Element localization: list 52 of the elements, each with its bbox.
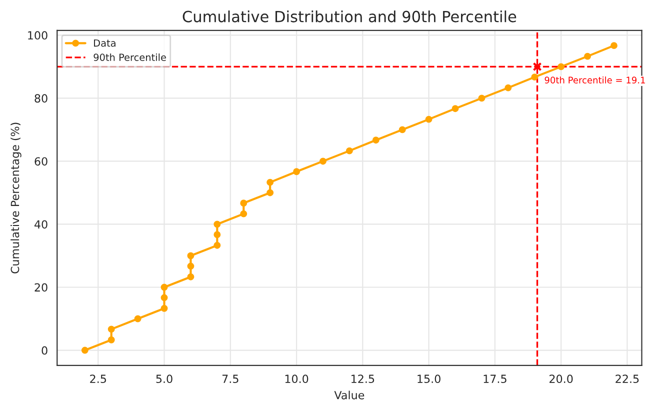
y-tick-label: 60 (34, 157, 48, 166)
point (134, 315, 142, 322)
y-axis-title: Cumulative Percentage (%) (10, 122, 22, 274)
point (504, 84, 512, 92)
x-tick-label: 12.5 (352, 374, 374, 384)
x-tick-label: 20.0 (550, 374, 573, 384)
point (532, 62, 542, 72)
y-tick-label: 40 (34, 220, 48, 229)
point (240, 210, 248, 218)
point (398, 126, 406, 134)
point (108, 326, 115, 333)
point (584, 52, 591, 60)
y-tick-label: 20 (34, 283, 48, 292)
point (320, 158, 326, 165)
point (558, 63, 565, 70)
point (610, 42, 618, 50)
point (187, 252, 194, 260)
point (187, 262, 194, 270)
point (81, 346, 88, 354)
point (293, 168, 300, 176)
x-tick-label: 15.0 (418, 374, 440, 384)
y-tick-label: 80 (34, 94, 48, 103)
point (452, 105, 459, 112)
point (187, 273, 194, 280)
legend-label: Data (94, 40, 116, 47)
x-tick-label: 7.5 (222, 374, 238, 384)
point (372, 136, 380, 144)
point (108, 336, 115, 344)
chart-title: Cumulative Distribution and 90th Percentile (182, 10, 516, 22)
x-axis-title: Value (334, 390, 364, 400)
y-tick-label: 0 (42, 346, 48, 355)
point (240, 200, 248, 207)
legend-label: 90th Percentile (94, 53, 166, 61)
x-tick-label: 2.5 (90, 374, 106, 384)
point (160, 304, 168, 312)
point (425, 116, 432, 123)
annotation: 90th Percentile = 19.1 (544, 76, 645, 84)
point (266, 178, 274, 186)
point (160, 294, 168, 302)
point (214, 242, 221, 249)
point (531, 74, 538, 81)
x-tick-label: 5.0 (156, 374, 172, 384)
point (160, 284, 168, 291)
point (478, 94, 486, 102)
y-tick-label: 100 (28, 31, 48, 40)
point (266, 189, 274, 196)
x-tick-label: 17.5 (484, 374, 506, 384)
x-tick-label: 22.5 (616, 374, 639, 384)
point (214, 220, 221, 228)
point (214, 231, 221, 238)
point (346, 147, 353, 154)
x-tick-label: 10.0 (285, 374, 308, 384)
